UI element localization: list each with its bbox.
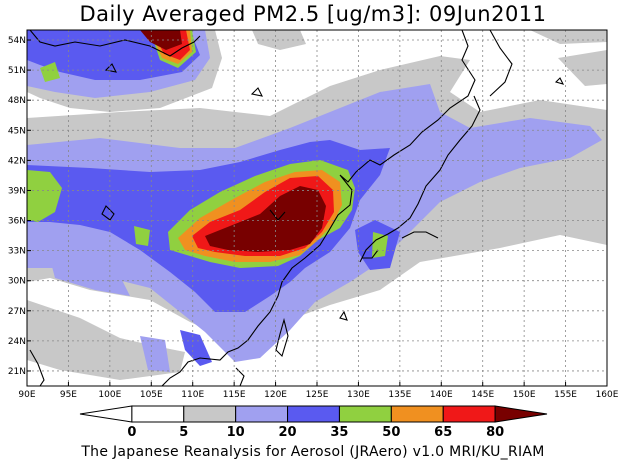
longitude-tick-label: 115E	[223, 390, 246, 400]
longitude-tick-label: 95E	[60, 390, 77, 400]
latitude-tick-label: 33N	[8, 247, 26, 257]
colorbar-swatch	[390, 405, 444, 423]
colorbar-swatch	[338, 405, 392, 423]
coastlines	[29, 30, 565, 386]
longitude-tick-label: 90E	[18, 390, 35, 400]
latitude-tick-label: 45N	[8, 126, 26, 136]
longitude-tick-label: 130E	[347, 390, 370, 400]
latitude-axis: 21N 24N 27N 30N 33N 36N 39N 42N 45N 48N 51N 54N	[8, 36, 31, 377]
latitude-tick-label: 51N	[8, 66, 26, 76]
longitude-tick-label: 150E	[513, 390, 536, 400]
latitude-tick-label: 21N	[8, 367, 26, 377]
latitude-tick-label: 36N	[8, 217, 26, 227]
longitude-tick-label: 105E	[140, 390, 163, 400]
data-source-footer: The Japanese Reanalysis for Aerosol (JRA…	[81, 444, 545, 460]
colorbar-swatch	[183, 405, 237, 423]
longitude-tick-label: 110E	[181, 390, 204, 400]
latitude-tick-label: 54N	[8, 36, 26, 46]
longitude-tick-label: 140E	[430, 390, 453, 400]
colorbar-level-label: 10	[227, 425, 245, 440]
longitude-tick-label: 145E	[471, 390, 494, 400]
colorbar-swatch	[287, 405, 340, 423]
colorbar-over-arrow	[494, 405, 548, 423]
colorbar-level-label: 65	[434, 425, 452, 440]
colorbar-swatch	[235, 405, 289, 423]
colorbar-swatch	[442, 405, 496, 423]
latitude-tick-label: 30N	[8, 277, 26, 287]
longitude-tick-label: 100E	[98, 390, 121, 400]
colorbar-level-label: 35	[330, 425, 348, 440]
latitude-tick-label: 48N	[8, 96, 26, 106]
latitude-tick-label: 27N	[8, 307, 26, 317]
map-gridlines	[27, 30, 607, 386]
colorbar-under-arrow	[79, 405, 133, 423]
contour-band-over-80	[140, 30, 326, 252]
longitude-tick-label: 135E	[388, 390, 411, 400]
longitude-tick-label: 160E	[596, 390, 619, 400]
longitude-axis: 90E 95E 100E 105E 110E 115E 120E 125E 130E 135E 14…	[18, 382, 619, 400]
colorbar-level-label: 80	[486, 425, 504, 440]
latitude-tick-label: 24N	[8, 337, 26, 347]
map-title: Daily Averaged PM2.5 [ug/m3]: 09Jun2011	[79, 2, 547, 26]
colorbar-level-label: 0	[127, 425, 136, 440]
longitude-tick-label: 155E	[554, 390, 577, 400]
longitude-tick-label: 125E	[306, 390, 329, 400]
colorbar-swatch	[131, 405, 185, 423]
colorbar-level-label: 20	[279, 425, 297, 440]
latitude-tick-label: 39N	[8, 186, 26, 196]
colorbar: 0 5 10 20 35 50 65 80	[79, 405, 548, 440]
pm25-contour-fills	[27, 30, 607, 386]
latitude-tick-label: 42N	[8, 156, 26, 166]
colorbar-level-label: 5	[179, 425, 188, 440]
colorbar-level-label: 50	[382, 425, 400, 440]
longitude-tick-label: 120E	[264, 390, 287, 400]
